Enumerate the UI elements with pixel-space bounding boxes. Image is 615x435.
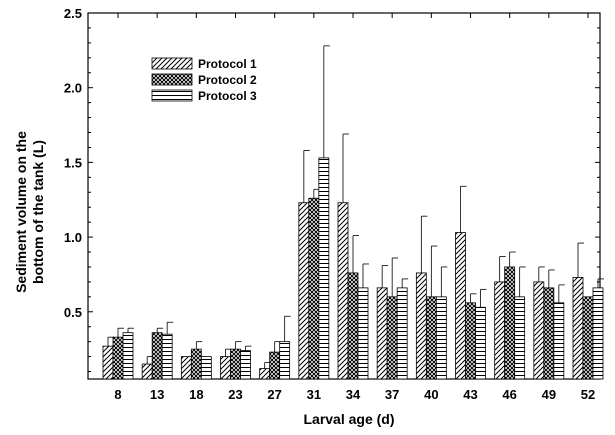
- bar: [230, 348, 241, 380]
- bar: [112, 336, 124, 380]
- bar: [357, 287, 369, 380]
- bar: [396, 287, 408, 380]
- bar: [475, 306, 486, 380]
- y-tick-label: 1.0: [64, 230, 82, 245]
- y-tick-label: 2.5: [64, 6, 82, 21]
- legend-swatch: [151, 57, 193, 70]
- bar: [543, 287, 555, 380]
- plot-area: 0.5 1.0 1.5 2.0 2.5 8 13 18 23 27 31 34 37 40 43 46 49 52: [64, 6, 604, 402]
- bar: [435, 296, 447, 380]
- x-tick-label: 52: [581, 387, 595, 402]
- bar: [180, 356, 192, 380]
- bar: [318, 157, 330, 380]
- bar: [298, 202, 310, 380]
- bar: [151, 332, 163, 380]
- bar: [259, 368, 271, 380]
- bar: [190, 348, 202, 380]
- x-axis-title: Larval age (d): [303, 411, 394, 427]
- bar: [582, 296, 594, 380]
- y-tick-label: 1.5: [64, 155, 82, 170]
- bar: [504, 266, 516, 380]
- bar: [220, 356, 231, 380]
- bar: [161, 333, 173, 380]
- bar: [308, 197, 320, 380]
- y-tick-label: 0.5: [64, 305, 82, 320]
- x-tick-label: 49: [542, 387, 556, 402]
- x-tick-label: 43: [463, 387, 477, 402]
- x-tick-label: 31: [307, 387, 321, 402]
- bar: [386, 296, 398, 380]
- legend-label: Protocol 2: [198, 73, 257, 87]
- bar: [279, 341, 291, 380]
- bar: [465, 302, 476, 380]
- bar: [494, 281, 506, 380]
- bar: [425, 296, 437, 380]
- x-tick-label: 37: [385, 387, 399, 402]
- x-tick-label: 34: [346, 387, 361, 402]
- bar: [533, 281, 545, 380]
- x-tick-label: 27: [267, 387, 281, 402]
- bar: [240, 350, 251, 380]
- legend-label: Protocol 3: [198, 89, 257, 103]
- bar: [337, 202, 349, 380]
- bar: [514, 296, 526, 380]
- x-tick-label: 23: [228, 387, 242, 402]
- y-axis-title: Sediment volume on the bottom of the tan…: [13, 131, 46, 293]
- legend: Protocol 1 Protocol 2 Protocol 3: [151, 57, 257, 103]
- legend-swatch: [151, 89, 193, 102]
- x-tick-label: 46: [502, 387, 516, 402]
- bar: [572, 277, 584, 380]
- bar: [415, 272, 427, 380]
- x-tick-label: 18: [189, 387, 203, 402]
- x-tick-label: 13: [150, 387, 164, 402]
- bar: [141, 363, 153, 380]
- bar: [455, 232, 466, 380]
- x-tick-label: 8: [114, 387, 121, 402]
- y-axis-title-line-2: bottom of the tank (L): [30, 140, 46, 284]
- bar: [553, 302, 565, 380]
- y-axis-title-line-1: Sediment volume on the: [13, 131, 29, 293]
- legend-label: Protocol 1: [198, 57, 257, 71]
- bar: [200, 356, 212, 380]
- x-tick-label: 40: [424, 387, 438, 402]
- bar: [102, 345, 114, 380]
- legend-swatch: [151, 73, 193, 86]
- bar: [376, 287, 388, 380]
- y-tick-label: 2.0: [64, 81, 82, 96]
- bar: [269, 351, 281, 380]
- bar: [122, 332, 134, 380]
- bar: [592, 287, 604, 380]
- bar: [347, 272, 359, 380]
